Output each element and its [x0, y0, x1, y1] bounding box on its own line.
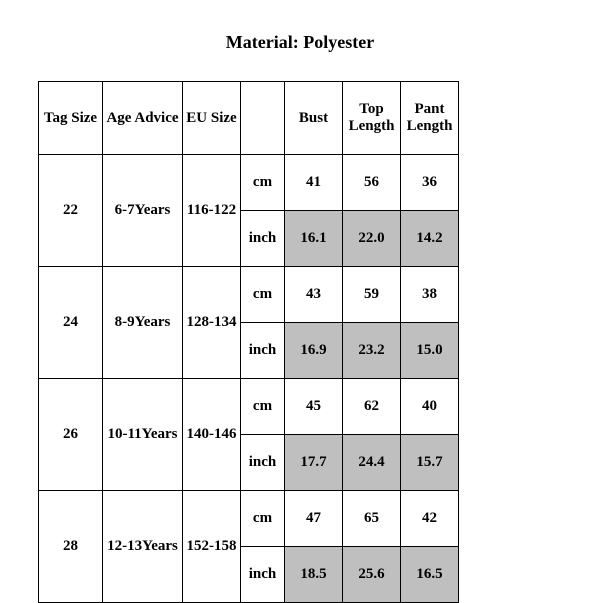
cell-unit-inch: inch	[241, 547, 285, 603]
cell-age: 6-7Years	[103, 155, 183, 267]
cell-unit-cm: cm	[241, 491, 285, 547]
cell-tag: 28	[39, 491, 103, 603]
cell-tag: 26	[39, 379, 103, 491]
col-top: Top Length	[343, 82, 401, 155]
cell-tag: 24	[39, 267, 103, 379]
cell-tag: 22	[39, 155, 103, 267]
cell-eu: 152-158	[183, 491, 241, 603]
cell-unit-inch: inch	[241, 435, 285, 491]
page: Material: Polyester Tag Size Age Advice …	[0, 0, 600, 600]
table-body: 22 6-7Years 116-122 cm 41 56 36 inch 16.…	[39, 155, 459, 603]
cell-top: 22.0	[343, 211, 401, 267]
cell-age: 10-11Years	[103, 379, 183, 491]
cell-pant: 14.2	[401, 211, 459, 267]
cell-pant: 42	[401, 491, 459, 547]
cell-eu: 128-134	[183, 267, 241, 379]
cell-bust: 18.5	[285, 547, 343, 603]
col-tag: Tag Size	[39, 82, 103, 155]
cell-pant: 15.7	[401, 435, 459, 491]
cell-bust: 47	[285, 491, 343, 547]
cell-bust: 43	[285, 267, 343, 323]
page-title: Material: Polyester	[0, 0, 600, 81]
cell-bust: 17.7	[285, 435, 343, 491]
cell-age: 8-9Years	[103, 267, 183, 379]
cell-top: 65	[343, 491, 401, 547]
cell-top: 56	[343, 155, 401, 211]
cell-top: 59	[343, 267, 401, 323]
table-row: 26 10-11Years 140-146 cm 45 62 40	[39, 379, 459, 435]
cell-top: 62	[343, 379, 401, 435]
cell-pant: 15.0	[401, 323, 459, 379]
cell-unit-cm: cm	[241, 155, 285, 211]
cell-pant: 38	[401, 267, 459, 323]
cell-bust: 16.1	[285, 211, 343, 267]
cell-top: 23.2	[343, 323, 401, 379]
cell-unit-inch: inch	[241, 211, 285, 267]
col-bust: Bust	[285, 82, 343, 155]
table-row: 22 6-7Years 116-122 cm 41 56 36	[39, 155, 459, 211]
cell-eu: 140-146	[183, 379, 241, 491]
col-unit	[241, 82, 285, 155]
cell-bust: 45	[285, 379, 343, 435]
col-age: Age Advice	[103, 82, 183, 155]
cell-unit-inch: inch	[241, 323, 285, 379]
cell-pant: 16.5	[401, 547, 459, 603]
cell-pant: 36	[401, 155, 459, 211]
table-row: 28 12-13Years 152-158 cm 47 65 42	[39, 491, 459, 547]
cell-top: 25.6	[343, 547, 401, 603]
size-table: Tag Size Age Advice EU Size Bust Top Len…	[38, 81, 459, 603]
table-row: 24 8-9Years 128-134 cm 43 59 38	[39, 267, 459, 323]
col-pant: Pant Length	[401, 82, 459, 155]
col-eu: EU Size	[183, 82, 241, 155]
cell-bust: 16.9	[285, 323, 343, 379]
table-header-row: Tag Size Age Advice EU Size Bust Top Len…	[39, 82, 459, 155]
cell-pant: 40	[401, 379, 459, 435]
cell-top: 24.4	[343, 435, 401, 491]
cell-age: 12-13Years	[103, 491, 183, 603]
cell-bust: 41	[285, 155, 343, 211]
cell-eu: 116-122	[183, 155, 241, 267]
cell-unit-cm: cm	[241, 267, 285, 323]
cell-unit-cm: cm	[241, 379, 285, 435]
